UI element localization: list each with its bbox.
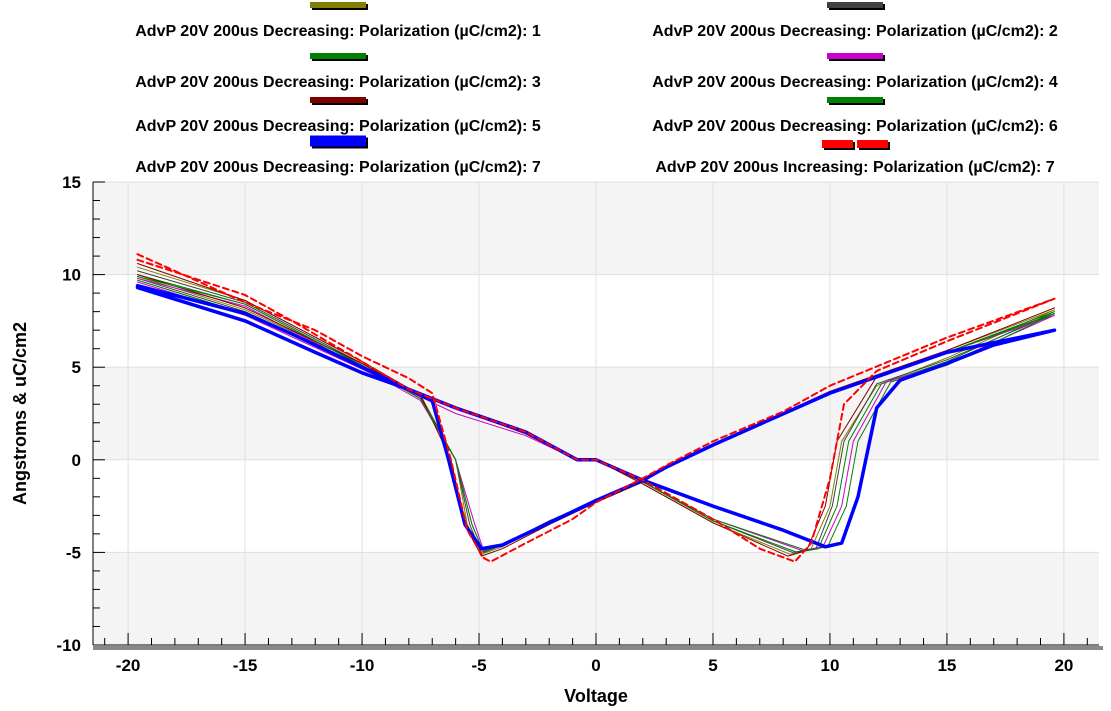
y-tick-label: -10 [56,636,81,655]
legend-swatch-6 [827,97,883,103]
legend-swatch-8 [857,140,888,148]
x-tick-label: 10 [820,656,839,675]
x-axis-label: Voltage [564,686,628,706]
y-tick-label: 5 [72,358,81,377]
legend: AdvP 20V 200us Decreasing: Polarization … [135,2,1058,176]
y-tick-label: -5 [66,543,81,562]
legend-swatch-3 [310,53,366,59]
legend-swatch-8 [822,140,853,148]
legend-swatch-2 [827,2,883,8]
x-tick-label: 5 [708,656,717,675]
legend-swatch-7 [310,135,366,147]
legend-label-8: AdvP 20V 200us Increasing: Polarization … [655,159,1054,176]
legend-label-3: AdvP 20V 200us Decreasing: Polarization … [135,74,541,91]
legend-label-7: AdvP 20V 200us Decreasing: Polarization … [135,159,541,176]
x-tick-label: -5 [471,656,486,675]
legend-label-5: AdvP 20V 200us Decreasing: Polarization … [135,118,541,135]
legend-label-4: AdvP 20V 200us Decreasing: Polarization … [652,74,1058,91]
x-tick-label: 0 [591,656,600,675]
legend-label-6: AdvP 20V 200us Decreasing: Polarization … [652,118,1058,135]
series-layer [135,253,1057,563]
legend-swatch-5 [310,97,366,103]
legend-label-1: AdvP 20V 200us Decreasing: Polarization … [135,23,541,40]
y-tick-label: 15 [62,173,81,192]
y-axis-label: Angstroms & uC/cm2 [10,322,30,505]
x-tick-label: 20 [1054,656,1073,675]
legend-label-2: AdvP 20V 200us Decreasing: Polarization … [652,23,1058,40]
legend-swatch-4 [827,53,883,59]
series-line-8 [136,253,1056,563]
y-tick-label: 10 [62,266,81,285]
axes: -20 -15 -10 -5 0 5 10 15 20 -10 -5 0 5 10 15 [56,173,1103,675]
x-tick-label: -20 [116,656,141,675]
x-axis-shadow [93,646,1103,650]
x-tick-label: 15 [937,656,956,675]
y-tick-label: 0 [72,451,81,470]
legend-swatch-1 [310,2,366,8]
x-tick-label: -15 [233,656,258,675]
x-tick-label: -10 [350,656,375,675]
